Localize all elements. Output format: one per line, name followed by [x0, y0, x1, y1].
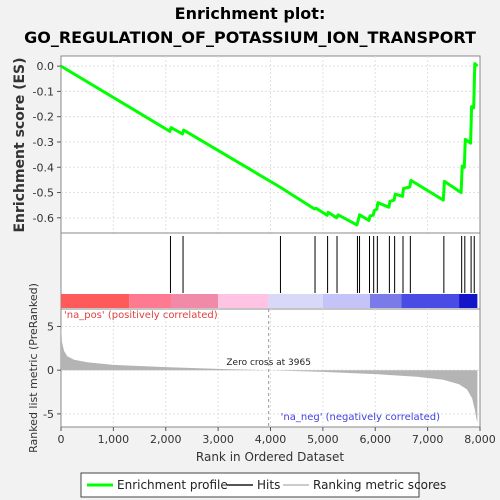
es-y-axis-label: Enrichment score (ES): [12, 57, 28, 232]
x-tick-label: 2,000: [150, 433, 182, 446]
es-ytick-label: -0.5: [33, 187, 54, 200]
es-ytick-label: -0.4: [33, 161, 54, 174]
es-ytick-label: -0.2: [33, 111, 54, 124]
legend-enrichment-label: Enrichment profile: [117, 478, 228, 492]
x-axis-label: Rank in Ordered Dataset: [196, 450, 344, 464]
x-tick-label: 5,000: [307, 433, 339, 446]
neg-correlated-label: 'na_neg' (negatively correlated): [281, 412, 440, 423]
title-line-1: Enrichment plot:: [174, 4, 326, 23]
x-tick-label: 4,000: [255, 433, 287, 446]
metric-ytick-label: 0: [47, 364, 54, 377]
es-ytick-label: -0.3: [33, 136, 54, 149]
colorbar-segment: [370, 294, 402, 308]
x-tick-label: 1,000: [98, 433, 130, 446]
metric-ytick-label: 5: [47, 320, 54, 333]
es-gridlines: [61, 56, 480, 233]
colorbar-segment: [170, 294, 219, 308]
x-tick-label: 7,000: [412, 433, 444, 446]
es-ytick-label: -0.1: [33, 85, 54, 98]
colorbar-segment: [268, 294, 323, 308]
zero-cross-label: Zero cross at 3965: [226, 358, 311, 368]
metric-ytick-label: -5: [43, 408, 54, 421]
legend-hits-label: Hits: [257, 478, 280, 492]
es-ytick-label: -0.6: [33, 212, 54, 225]
colorbar-segment: [61, 294, 130, 308]
x-tick-label: 8,000: [464, 433, 496, 446]
es-y-ticks: 0.0 -0.1 -0.2 -0.3 -0.4 -0.5 -0.6: [33, 60, 61, 225]
legend-metric-label: Ranking metric scores: [313, 478, 446, 492]
ranked-metric-area: [61, 322, 478, 423]
es-ytick-label: 0.0: [37, 60, 55, 73]
metric-y-axis-label: Ranked list metric (PreRanked): [27, 283, 40, 453]
x-tick-label: 6,000: [360, 433, 392, 446]
colorbar-segment: [401, 294, 460, 308]
hit-markers: [169, 236, 475, 293]
colorbar-segment: [322, 294, 371, 308]
pos-correlated-label: 'na_pos' (positively correlated): [64, 310, 218, 321]
title-line-2: GO_REGULATION_OF_POTASSIUM_ION_TRANSPORT: [24, 28, 476, 47]
rank-color-bar: [61, 294, 478, 308]
x-axis-ticks: 0 1,000 2,000 3,000 4,000 5,000 6,000 7,000 8,00…: [58, 427, 496, 446]
colorbar-segment: [218, 294, 269, 308]
x-tick-label: 0: [58, 433, 65, 446]
colorbar-segment: [129, 294, 171, 308]
colorbar-segment: [459, 294, 478, 308]
enrichment-profile-line: [60, 62, 479, 227]
metric-y-ticks: 5 0 -5: [43, 320, 61, 421]
x-tick-label: 3,000: [202, 433, 234, 446]
